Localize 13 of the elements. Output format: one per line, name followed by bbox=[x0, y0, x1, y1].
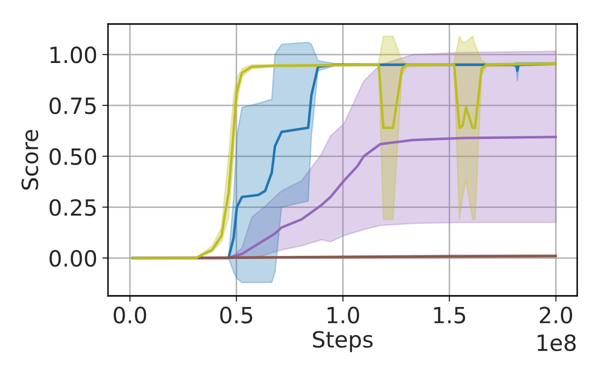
y-tick-label: 1.00 bbox=[50, 46, 96, 64]
text: 1e8 bbox=[538, 334, 576, 352]
x-tick-label: 1.5 bbox=[434, 306, 466, 324]
x-tick-label: 1.0 bbox=[328, 306, 360, 324]
x-tick-label: 0.0 bbox=[114, 306, 146, 324]
y-tick-label: 0.75 bbox=[50, 97, 96, 114]
y-axis-title: Score bbox=[21, 130, 38, 190]
y-tick-label: 0.50 bbox=[50, 148, 96, 166]
x-tick-label: 0.5 bbox=[220, 306, 252, 324]
y-tick-label: 0.25 bbox=[50, 199, 96, 216]
y-tick-label: 0.00 bbox=[50, 250, 96, 267]
x-tick-label: 2.0 bbox=[540, 306, 572, 324]
x-axis-title: Steps bbox=[312, 330, 373, 352]
